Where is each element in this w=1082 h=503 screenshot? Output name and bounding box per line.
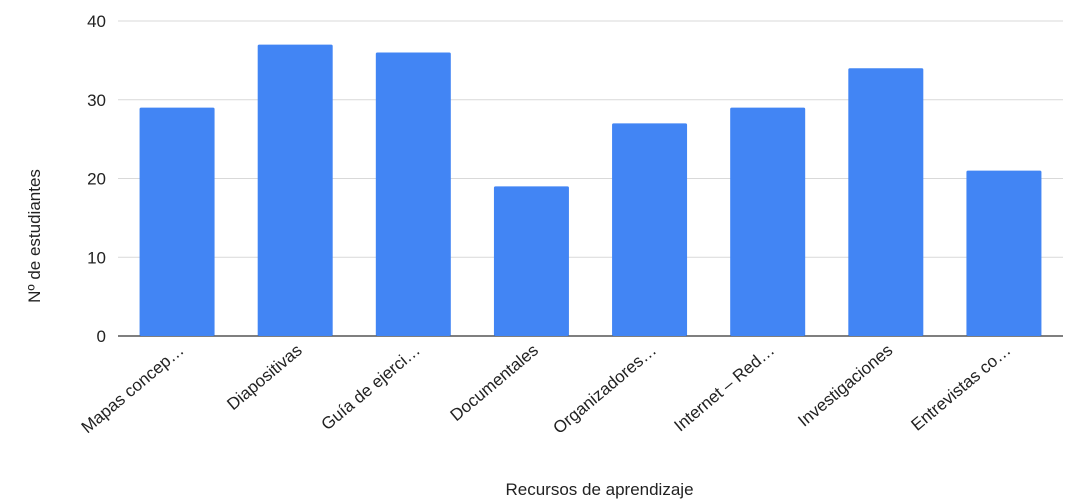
bar — [493, 186, 569, 336]
y-tick-label: 10 — [87, 248, 106, 267]
bar — [966, 170, 1042, 336]
bar — [139, 107, 215, 336]
bar — [848, 68, 924, 336]
y-tick-label: 20 — [87, 170, 106, 189]
bar — [730, 107, 806, 336]
y-tick-label: 30 — [87, 91, 106, 110]
bar — [612, 123, 688, 336]
x-tick-label: Internet – Red… — [670, 341, 778, 436]
y-tick-label: 0 — [97, 327, 106, 346]
x-tick-label: Diapositivas — [223, 341, 305, 414]
x-axis-title: Recursos de aprendizaje — [505, 480, 693, 499]
x-tick-label: Documentales — [447, 341, 542, 425]
x-axis-ticks: Mapas concep… Diapositivas Guía de ejerci…… — [78, 341, 1015, 438]
x-tick-label: Entrevistas co… — [907, 341, 1014, 435]
y-axis-title: Nº de estudiantes — [25, 169, 44, 303]
y-tick-label: 40 — [87, 12, 106, 31]
bar — [257, 44, 333, 336]
bar-layer — [139, 44, 1042, 336]
x-tick-label: Investigaciones — [794, 341, 896, 431]
x-tick-label: Mapas concep… — [78, 341, 188, 438]
x-tick-label: Organizadores… — [549, 341, 660, 438]
bar — [375, 52, 451, 336]
y-axis-ticks: 0 10 20 30 40 — [87, 12, 106, 346]
x-tick-label: Guía de ejerci… — [318, 341, 424, 435]
